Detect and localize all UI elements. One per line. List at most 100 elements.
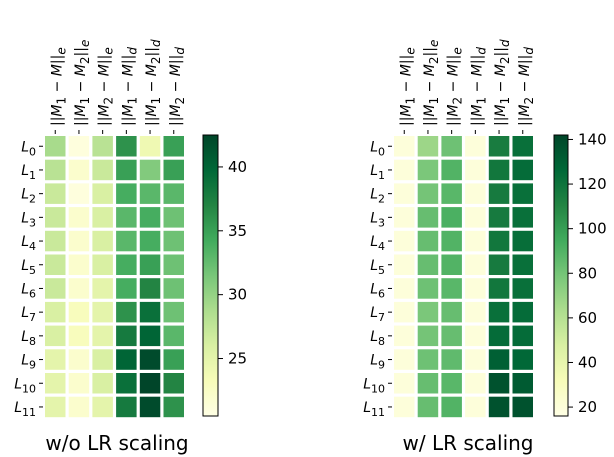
heatmap-cell [163, 207, 184, 228]
heatmap-cell [394, 349, 415, 370]
column-label: ||M2 − M||e [97, 47, 116, 126]
heatmap-cell [139, 136, 161, 157]
heatmap-cell [139, 349, 161, 370]
heatmap-cell [465, 159, 486, 181]
heatmap-cell [512, 207, 533, 228]
heatmap-cell [45, 301, 66, 323]
heatmap-cell [116, 373, 137, 394]
heatmap-cell [45, 349, 66, 370]
heatmap-cell [394, 207, 415, 228]
heatmap-cell [417, 396, 439, 418]
heatmap-cell [92, 183, 113, 204]
heatmap-cell [465, 278, 486, 299]
heatmap-cell [488, 349, 510, 370]
heatmap-cell [116, 183, 137, 204]
heatmap-cell [465, 325, 486, 347]
colorbar [202, 134, 219, 417]
heatmap-cell [512, 254, 533, 275]
heatmap-cell [163, 159, 184, 181]
colorbar-tick-label: 40 [578, 353, 597, 371]
heatmap-cell [92, 230, 113, 252]
heatmap-cell [45, 373, 66, 394]
heatmap-cell [163, 349, 184, 370]
heatmap-cell [116, 278, 137, 299]
heatmap-cell [45, 183, 66, 204]
row-label: L10 [363, 376, 385, 395]
heatmap-cell [116, 396, 137, 418]
heatmap-cell [45, 230, 66, 252]
heatmap-cell [488, 230, 510, 252]
heatmap-cell [139, 254, 161, 275]
heatmap-cell [45, 254, 66, 275]
heatmap-cell [465, 254, 486, 275]
heatmap-cell [441, 207, 462, 228]
row-label: L0 [21, 139, 36, 158]
heatmap-cell [488, 278, 510, 299]
heatmap-cell [441, 325, 462, 347]
heatmap-cell [92, 254, 113, 275]
heatmap-cell [465, 230, 486, 252]
colorbar-tick-label: 40 [228, 158, 247, 176]
heatmap-cell [68, 373, 90, 394]
colorbar-tick-label: 30 [228, 286, 247, 304]
heatmap-cell [441, 349, 462, 370]
heatmap-cell [163, 373, 184, 394]
heatmap-cell [139, 230, 161, 252]
heatmap-cell [139, 325, 161, 347]
heatmap-cell [116, 349, 137, 370]
heatmap-cell [68, 159, 90, 181]
heatmap-cell [417, 373, 439, 394]
heatmap-cell [394, 373, 415, 394]
row-label: L8 [370, 329, 385, 348]
heatmap-cell [116, 230, 137, 252]
heatmap-cell [45, 159, 66, 181]
column-label: ||M2 − M||e [446, 47, 465, 126]
column-label: ||M2 − M||d [168, 47, 187, 126]
heatmap-cell [441, 183, 462, 204]
row-label: L11 [363, 400, 385, 419]
colorbar-tick-label: 20 [578, 398, 597, 416]
heatmap-cell [163, 301, 184, 323]
heatmap-cell [441, 254, 462, 275]
heatmap-cell [92, 396, 113, 418]
caption-without-lr-scaling: w/o LR scaling [45, 431, 188, 455]
column-label: ||M1 − M2||e [73, 40, 92, 126]
heatmap-cell [116, 159, 137, 181]
heatmap-cell [512, 183, 533, 204]
heatmap-cell [441, 396, 462, 418]
heatmap-cell [394, 136, 415, 157]
heatmap-cell [163, 136, 184, 157]
heatmap-cell [163, 230, 184, 252]
heatmap-cell [512, 278, 533, 299]
colorbar-tick-label: 35 [228, 222, 247, 240]
heatmap-cell [45, 396, 66, 418]
colorbar-tick-label: 80 [578, 264, 597, 282]
heatmap-cell [512, 230, 533, 252]
heatmap-cell [92, 349, 113, 370]
row-label: L2 [21, 187, 36, 206]
column-label: ||M1 − M||e [398, 47, 417, 126]
heatmap-cell [394, 301, 415, 323]
heatmap-cell [68, 349, 90, 370]
heatmap-cell [488, 396, 510, 418]
heatmap-cell [139, 301, 161, 323]
heatmap-cell [417, 136, 439, 157]
column-label: ||M2 − M||d [517, 47, 536, 126]
heatmap-cell [139, 159, 161, 181]
heatmap-cell [417, 207, 439, 228]
heatmap-cell [139, 278, 161, 299]
column-label: ||M1 − M2||d [493, 39, 512, 126]
heatmap-cell [68, 301, 90, 323]
colorbar-tick-label: 60 [578, 309, 597, 327]
row-label: L7 [21, 305, 36, 324]
heatmap-cell [512, 349, 533, 370]
heatmap-cell [488, 301, 510, 323]
heatmap-cell [441, 373, 462, 394]
caption-with-lr-scaling: w/ LR scaling [402, 431, 533, 455]
heatmap-cell [512, 159, 533, 181]
heatmap-cell [441, 230, 462, 252]
heatmap-cell [68, 325, 90, 347]
heatmap-cell [163, 254, 184, 275]
heatmap-cell [441, 301, 462, 323]
heatmap-cell [68, 396, 90, 418]
